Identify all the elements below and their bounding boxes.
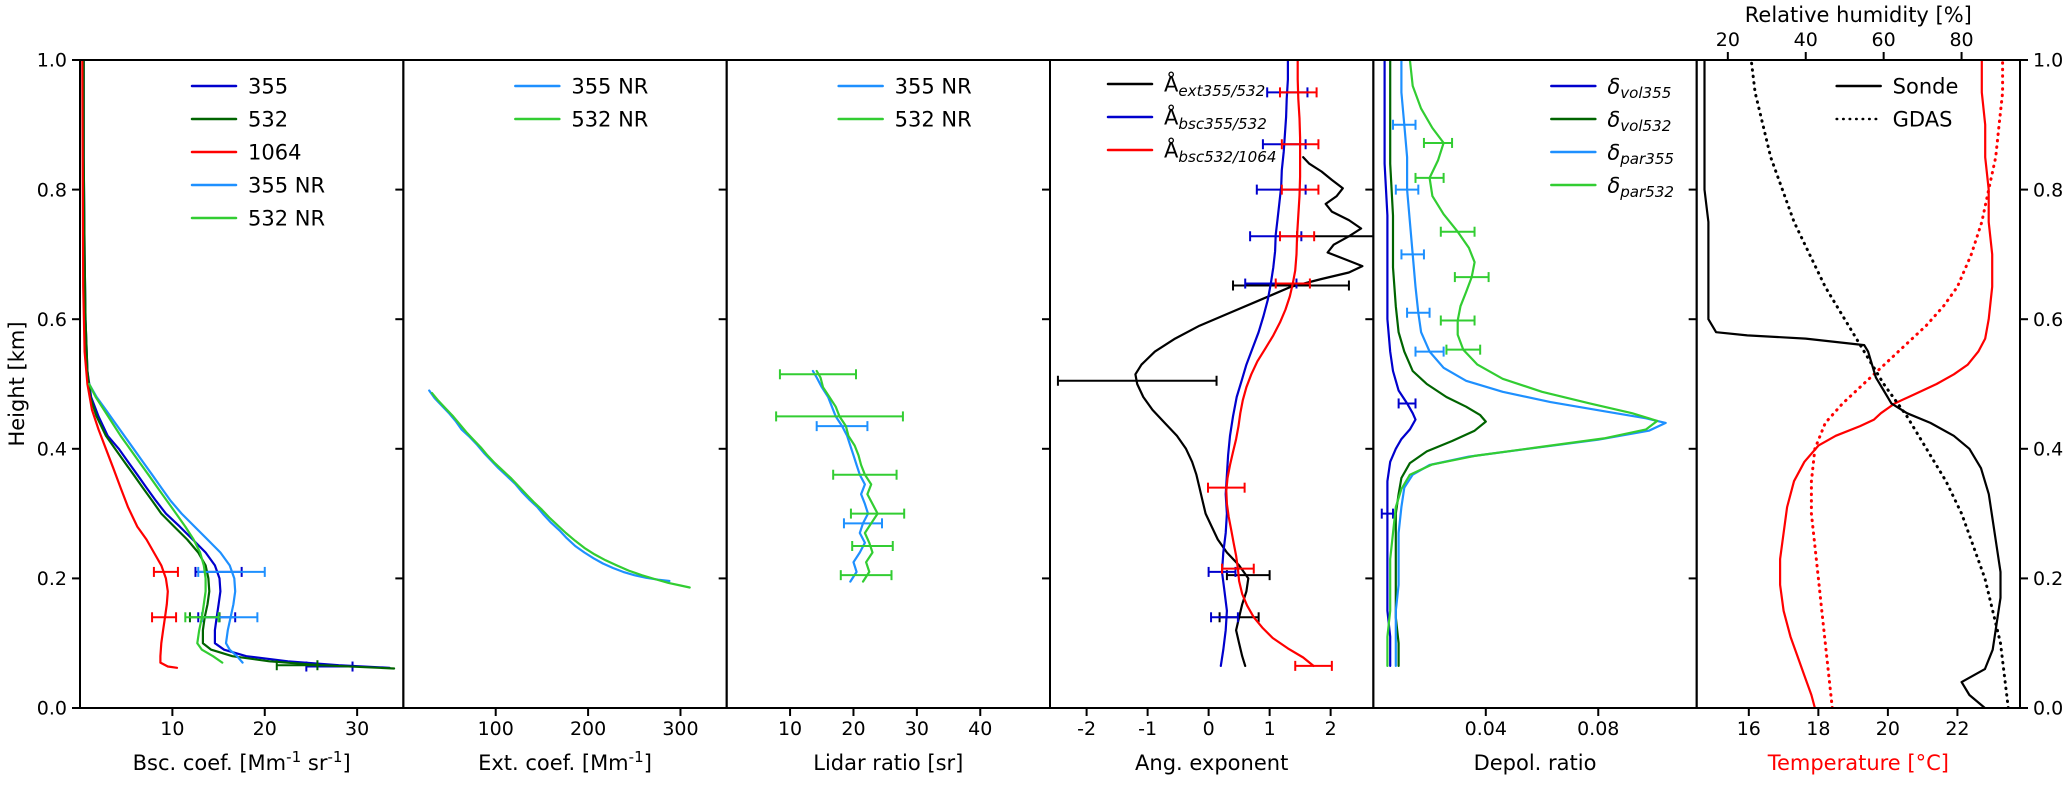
series-532 NR <box>88 382 224 664</box>
series-532 NR <box>815 369 879 583</box>
x-tick-label: 16 <box>1737 718 1761 740</box>
top-x-tick-label: 80 <box>1949 29 1973 51</box>
series-delta-par-532 <box>1386 60 1659 668</box>
y-tick-label-left: 0.8 <box>37 179 67 201</box>
series-A-ext-355-532 <box>1134 156 1364 668</box>
panel-ext: 100 200 300 Ext. coef. [Mm-1] 355 NR 532 NR <box>402 59 728 775</box>
x-tick-label: 1 <box>1264 718 1276 740</box>
x-tick-label: 20 <box>1876 718 1900 740</box>
legend-label: GDAS <box>1893 107 1953 131</box>
panel-ang-exponent: -2 -1 0 1 2 Ang. exponent Åext355/532Åbsc355/5… <box>1049 59 1375 775</box>
legend-label: δpar532 <box>1607 173 1674 201</box>
series-355 NR <box>428 389 671 583</box>
x-tick-label: 0 <box>1203 718 1215 740</box>
legend-label: 1064 <box>248 140 301 164</box>
series-delta-par-355 <box>1394 60 1667 668</box>
legend-label: 355 NR <box>895 74 972 98</box>
x-tick-label: 20 <box>841 718 865 740</box>
x-tick-label: -2 <box>1077 718 1096 740</box>
x-tick-label: 300 <box>662 718 698 740</box>
y-tick-label-left: 0.2 <box>37 568 67 590</box>
legend-label: Sonde <box>1893 74 1959 98</box>
series-A-bsc-355-532 <box>1219 60 1290 668</box>
x-tick-label: 22 <box>1945 718 1969 740</box>
x-tick-label: -1 <box>1138 718 1157 740</box>
series-relative-humidity-sonde <box>1703 60 2002 708</box>
panel-depol: 0.04 0.08 Depol. ratio δvol355 δvol532 δpar35… <box>1372 59 1698 775</box>
legend-label: 532 NR <box>248 206 325 230</box>
legend-label: δvol532 <box>1607 107 1671 135</box>
y-tick-label-left: 1.0 <box>37 50 67 72</box>
y-tick-label-right: 0.0 <box>2033 698 2063 720</box>
x-axis-label: Bsc. coef. [Mm-1 sr-1] <box>133 748 351 775</box>
legend-label: 355 NR <box>571 74 648 98</box>
legend-label: 355 <box>248 74 288 98</box>
x-tick-label: 2 <box>1325 718 1337 740</box>
legend-label: Åbsc532/1064 <box>1164 136 1276 166</box>
series-532 NR <box>430 392 691 589</box>
top-x-tick-label: 60 <box>1872 29 1896 51</box>
legend-label: δvol355 <box>1607 74 1671 102</box>
x-tick-label: 30 <box>345 718 369 740</box>
x-axis-label: Lidar ratio [sr] <box>813 751 963 775</box>
x-tick-label: 30 <box>905 718 929 740</box>
top-x-tick-label: 40 <box>1794 29 1818 51</box>
top-axis-label: Relative humidity [%] <box>1745 3 1972 27</box>
y-tick-label-right: 1.0 <box>2033 50 2063 72</box>
x-tick-label: 0.08 <box>1577 718 1619 740</box>
panel-frame <box>1695 59 2021 709</box>
x-tick-label: 10 <box>160 718 184 740</box>
legend-label: 532 NR <box>895 107 972 131</box>
legend-lidar-ratio: 355 NR 532 NR <box>837 74 972 131</box>
series-relative-humidity-gdas <box>1749 60 2010 708</box>
series-delta-vol-355 <box>1383 60 1417 668</box>
y-tick-label-right: 0.6 <box>2033 309 2063 331</box>
series-temperature-sonde <box>1778 60 1994 708</box>
x-axis-label: Depol. ratio <box>1474 751 1597 775</box>
legend-bsc: 355 532 1064 355 NR 532 NR <box>190 74 325 230</box>
y-axis-label: Height [km] <box>5 321 29 446</box>
y-tick-label-left: 0.0 <box>37 698 67 720</box>
y-tick-label-left: 0.6 <box>37 309 67 331</box>
x-tick-label: 10 <box>778 718 802 740</box>
x-tick-label: 20 <box>253 718 277 740</box>
series-355 NR <box>88 382 244 664</box>
x-axis-label: Temperature [°C] <box>1767 751 1949 775</box>
legend-label: 532 NR <box>571 107 648 131</box>
series-A-bsc-532-1064 <box>1225 60 1315 668</box>
legend-label: Åext355/532 <box>1164 70 1265 100</box>
y-tick-label-right: 0.2 <box>2033 568 2063 590</box>
y-tick-label-left: 0.4 <box>37 438 67 460</box>
legend-temp-rh: Sonde GDAS <box>1835 74 1959 131</box>
y-tick-label-right: 0.8 <box>2033 179 2063 201</box>
x-tick-label: 40 <box>968 718 992 740</box>
legend-label: 532 <box>248 107 288 131</box>
x-tick-label: 200 <box>570 718 606 740</box>
legend-label: δpar355 <box>1607 140 1674 168</box>
legend-depol: δvol355 δvol532 δpar355 δpar532 <box>1550 74 1674 201</box>
series-1064 <box>81 60 179 669</box>
x-axis-label: Ext. coef. [Mm-1] <box>478 748 652 775</box>
x-tick-label: 18 <box>1806 718 1830 740</box>
series-delta-vol-532 <box>1389 60 1487 668</box>
x-axis-label: Ang. exponent <box>1135 751 1288 775</box>
legend-label: Åbsc355/532 <box>1164 103 1267 133</box>
x-tick-label: 100 <box>478 718 514 740</box>
x-tick-label: 0.04 <box>1465 718 1507 740</box>
top-x-tick-label: 20 <box>1716 29 1740 51</box>
legend-ext: 355 NR 532 NR <box>514 74 648 131</box>
y-tick-label-right: 0.4 <box>2033 438 2063 460</box>
legend-label: 355 NR <box>248 173 325 197</box>
